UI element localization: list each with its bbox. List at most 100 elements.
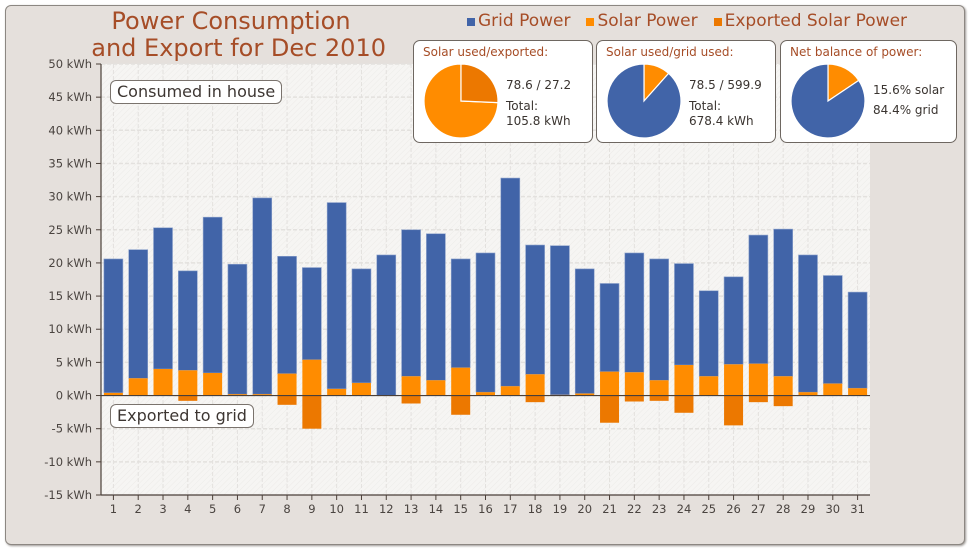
pie-slice-grid-used[interactable] xyxy=(606,63,682,139)
bar-solar-day-7[interactable] xyxy=(252,394,272,396)
x-tick-label: 17 xyxy=(503,502,518,516)
card-total-label: Total: xyxy=(506,99,539,113)
bar-solar-day-20[interactable] xyxy=(575,393,595,396)
bar-solar-day-31[interactable] xyxy=(848,388,868,396)
bar-grid-day-30[interactable] xyxy=(822,275,843,384)
x-tick-label: 19 xyxy=(553,502,568,516)
card-title: Solar used/exported: xyxy=(423,45,549,59)
bar-grid-day-20[interactable] xyxy=(574,268,595,394)
bar-grid-day-13[interactable] xyxy=(401,229,421,377)
pie-slice-solar-exported[interactable] xyxy=(460,63,499,104)
bar-grid-day-3[interactable] xyxy=(153,227,173,370)
bar-exported-day-24[interactable] xyxy=(674,395,694,413)
bar-grid-day-27[interactable] xyxy=(748,234,769,365)
bar-grid-day-23[interactable] xyxy=(649,258,669,381)
bar-grid-day-14[interactable] xyxy=(426,233,446,381)
bar-exported-day-15[interactable] xyxy=(451,395,471,415)
bar-solar-day-13[interactable] xyxy=(401,376,421,396)
bar-solar-day-11[interactable] xyxy=(351,382,371,396)
bar-solar-day-15[interactable] xyxy=(451,367,471,396)
y-tick-label: -15 kWh xyxy=(44,488,92,502)
pie-solar-used-exported xyxy=(423,63,499,139)
bar-solar-day-22[interactable] xyxy=(624,372,644,396)
bar-grid-day-5[interactable] xyxy=(202,216,223,374)
bar-exported-day-18[interactable] xyxy=(525,395,545,403)
bar-exported-day-9[interactable] xyxy=(302,395,322,429)
bar-solar-day-2[interactable] xyxy=(128,378,148,396)
bar-grid-day-25[interactable] xyxy=(698,290,719,377)
x-tick-label: 1 xyxy=(110,502,117,516)
pie-net-balance xyxy=(790,63,866,139)
bar-solar-day-4[interactable] xyxy=(178,370,198,396)
x-tick-label: 15 xyxy=(453,502,468,516)
legend-label-exported: Exported Solar Power xyxy=(724,11,908,31)
bar-grid-day-7[interactable] xyxy=(252,197,273,395)
bar-exported-day-23[interactable] xyxy=(649,395,669,401)
x-tick-label: 8 xyxy=(283,502,290,516)
bar-grid-day-21[interactable] xyxy=(599,283,620,372)
x-tick-label: 27 xyxy=(751,502,766,516)
bar-grid-day-26[interactable] xyxy=(723,276,744,365)
pie-slice-grid[interactable] xyxy=(790,63,866,139)
bar-solar-day-16[interactable] xyxy=(476,392,495,396)
legend-item-exported[interactable]: Exported Solar Power xyxy=(713,11,908,31)
bar-solar-day-14[interactable] xyxy=(426,380,446,396)
bar-solar-day-28[interactable] xyxy=(773,376,793,396)
bar-grid-day-24[interactable] xyxy=(674,263,694,366)
bar-solar-day-1[interactable] xyxy=(103,392,123,396)
bar-exported-day-4[interactable] xyxy=(178,395,198,401)
bar-exported-day-21[interactable] xyxy=(600,395,620,423)
bar-solar-day-24[interactable] xyxy=(674,365,694,396)
bar-grid-day-16[interactable] xyxy=(475,252,496,393)
legend-item-grid[interactable]: Grid Power xyxy=(467,11,570,31)
bar-solar-day-29[interactable] xyxy=(798,392,818,396)
bar-solar-day-26[interactable] xyxy=(724,364,744,396)
bar-solar-day-3[interactable] xyxy=(153,369,173,396)
bar-grid-day-2[interactable] xyxy=(128,249,149,379)
bar-solar-day-23[interactable] xyxy=(649,380,669,396)
bar-exported-day-22[interactable] xyxy=(624,395,644,402)
bar-grid-day-31[interactable] xyxy=(847,291,868,389)
card-total-value: 678.4 kWh xyxy=(689,114,754,128)
bar-solar-day-8[interactable] xyxy=(277,373,297,396)
bar-exported-day-8[interactable] xyxy=(277,395,297,405)
bar-grid-day-9[interactable] xyxy=(302,267,322,361)
bar-grid-day-15[interactable] xyxy=(450,258,471,368)
bar-solar-day-17[interactable] xyxy=(500,386,520,396)
bar-grid-day-4[interactable] xyxy=(178,270,198,371)
bar-grid-day-19[interactable] xyxy=(550,245,570,396)
card-title: Solar used/grid used: xyxy=(606,45,734,59)
bar-solar-day-10[interactable] xyxy=(327,388,347,396)
bar-solar-day-30[interactable] xyxy=(823,383,843,396)
y-tick-label: 30 kWh xyxy=(48,190,92,204)
x-tick-label: 4 xyxy=(184,502,191,516)
y-tick-label: 10 kWh xyxy=(48,322,92,336)
y-tick-label: 25 kWh xyxy=(48,223,92,237)
x-tick-label: 21 xyxy=(602,502,617,516)
bar-exported-day-13[interactable] xyxy=(401,395,421,404)
x-tick-label: 3 xyxy=(159,502,166,516)
bar-grid-day-8[interactable] xyxy=(277,255,297,374)
bar-solar-day-9[interactable] xyxy=(302,359,322,396)
bar-grid-day-12[interactable] xyxy=(376,254,397,396)
y-tick-label: 35 kWh xyxy=(48,156,92,170)
bar-solar-day-5[interactable] xyxy=(203,372,223,396)
bar-grid-day-17[interactable] xyxy=(500,177,521,387)
bar-grid-day-28[interactable] xyxy=(773,228,793,377)
bar-grid-day-6[interactable] xyxy=(227,263,248,395)
bar-solar-day-25[interactable] xyxy=(699,376,719,396)
bar-exported-day-28[interactable] xyxy=(773,395,793,407)
bar-solar-day-6[interactable] xyxy=(227,394,247,396)
bar-grid-day-22[interactable] xyxy=(624,252,645,373)
bar-solar-day-21[interactable] xyxy=(600,371,620,396)
bar-grid-day-10[interactable] xyxy=(326,202,347,390)
bar-grid-day-1[interactable] xyxy=(103,258,124,394)
bar-solar-day-18[interactable] xyxy=(525,374,545,396)
bar-grid-day-11[interactable] xyxy=(351,268,372,384)
bar-grid-day-29[interactable] xyxy=(798,254,818,393)
bar-solar-day-27[interactable] xyxy=(748,363,768,396)
bar-grid-day-18[interactable] xyxy=(525,244,545,375)
legend-item-solar[interactable]: Solar Power xyxy=(586,11,698,31)
bar-exported-day-26[interactable] xyxy=(724,395,744,426)
bar-exported-day-27[interactable] xyxy=(748,395,768,403)
